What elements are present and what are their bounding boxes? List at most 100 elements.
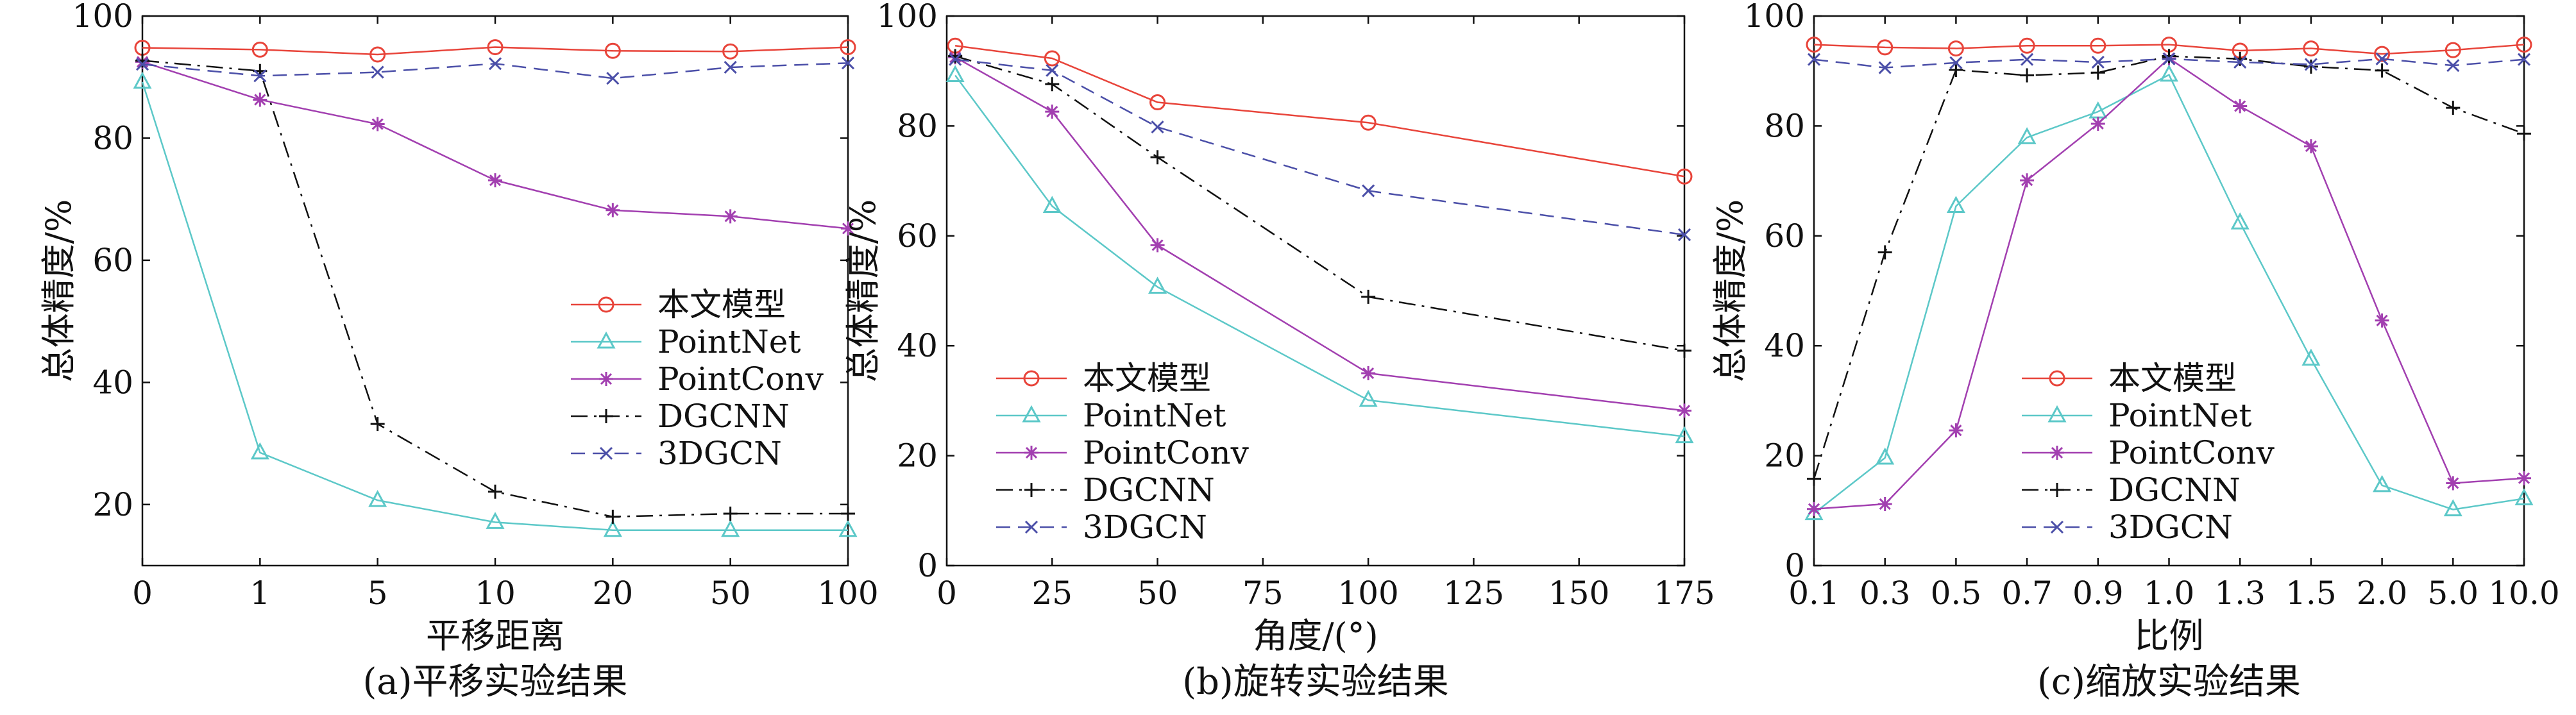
y-tick-label: 100: [877, 0, 938, 35]
data-point: [841, 507, 855, 521]
data-point: [1807, 53, 1821, 66]
data-point: [1676, 168, 1693, 185]
series-line: [954, 45, 1685, 178]
data-point: [1949, 56, 1963, 69]
data-point: [949, 53, 962, 66]
data-point: [1877, 39, 1894, 56]
series-1: [1806, 37, 2532, 62]
data-point: [2375, 52, 2389, 65]
legend-entry: 本文模型: [657, 286, 786, 323]
x-tick-label: 0.1: [1788, 575, 1840, 612]
series-5: [949, 53, 1691, 242]
legend-entry: PointConv: [2108, 434, 2275, 471]
data-point: [2516, 37, 2532, 53]
x-tick-label: 25: [1031, 575, 1072, 612]
series-5: [135, 56, 855, 85]
x-tick-label: 10: [475, 575, 516, 612]
x-tick-label: 150: [1548, 575, 1609, 612]
data-point: [2233, 55, 2247, 69]
data-point: [2162, 49, 2176, 63]
data-point: [604, 42, 621, 59]
data-point: [2446, 476, 2461, 491]
series-5: [1807, 52, 2531, 74]
data-point: [2514, 488, 2534, 505]
data-point: [2304, 58, 2318, 71]
data-point: [488, 57, 502, 71]
data-point: [2517, 126, 2531, 141]
data-point: [1677, 343, 1691, 358]
legend-swatch-marker: [1022, 405, 1041, 423]
data-point: [250, 442, 269, 460]
y-tick-label: 80: [92, 119, 133, 156]
y-axis-label: 总体精度/%: [843, 199, 883, 383]
data-point: [724, 60, 737, 74]
y-tick-label: 100: [72, 0, 133, 35]
data-point: [486, 512, 505, 529]
legend-swatch-marker: [2050, 483, 2064, 497]
legend-entry: 3DGCN: [1083, 509, 1207, 546]
chart-panel-3: 0 20 40 60 80 100 0.1 0.3 0.5 0.7 0.9 1.0 1.3 1.5 2.0 5…: [1710, 0, 2560, 703]
data-point: [2373, 475, 2392, 492]
data-point: [1362, 184, 1375, 198]
data-point: [2446, 101, 2461, 115]
data-point: [2090, 65, 2105, 80]
series-line: [1813, 73, 2525, 514]
data-point: [2446, 59, 2460, 72]
data-point: [1947, 40, 1964, 57]
series-2: [1804, 64, 2534, 521]
data-point: [1878, 61, 1892, 74]
data-point: [2303, 40, 2319, 57]
legend-entry: DGCNN: [2108, 471, 2241, 509]
legend-swatch-marker: [1024, 520, 1038, 534]
legend-swatch-marker: [599, 409, 613, 423]
data-point: [1877, 245, 1892, 260]
legend-swatch-marker: [2050, 446, 2064, 460]
legend-swatch-marker: [1023, 370, 1040, 387]
series-4: [948, 49, 1691, 358]
data-point: [370, 117, 385, 131]
data-point: [2090, 37, 2106, 54]
data-point: [2445, 42, 2461, 58]
y-tick-label: 80: [1764, 107, 1805, 144]
data-point: [606, 509, 620, 524]
y-tick-label: 80: [897, 107, 938, 144]
data-point: [1876, 447, 1895, 465]
data-point: [1877, 497, 1892, 512]
x-tick-label: 0.7: [2001, 575, 2053, 612]
data-point: [488, 484, 502, 499]
x-tick-label: 100: [1337, 575, 1398, 612]
data-point: [135, 58, 149, 71]
data-point: [1949, 423, 1963, 438]
data-point: [2017, 127, 2037, 144]
series-line: [955, 58, 1685, 236]
data-point: [2303, 139, 2318, 154]
data-point: [133, 71, 152, 89]
data-point: [1675, 426, 1694, 444]
data-point: [2020, 173, 2035, 188]
series-1: [134, 39, 856, 63]
y-tick-label: 0: [917, 547, 938, 584]
legend-swatch-marker: [2049, 370, 2065, 387]
data-point: [368, 489, 387, 507]
x-tick-label: 50: [710, 575, 751, 612]
x-tick-label: 0.3: [1860, 575, 1911, 612]
data-point: [606, 203, 620, 217]
series-4: [1807, 49, 2531, 486]
data-point: [2301, 348, 2321, 366]
y-tick-label: 40: [1764, 327, 1805, 364]
y-tick-label: 60: [897, 217, 938, 255]
data-point: [2159, 64, 2179, 82]
x-tick-label: 1.3: [2214, 575, 2266, 612]
x-tick-label: 75: [1242, 575, 1284, 612]
data-point: [1359, 389, 1378, 407]
legend-swatch-marker: [2047, 405, 2067, 423]
data-point: [841, 56, 855, 70]
x-tick-label: 0.5: [1931, 575, 1982, 612]
data-point: [369, 46, 386, 63]
y-tick-label: 40: [897, 327, 938, 364]
legend-swatch-marker: [598, 296, 614, 313]
x-tick-label: 5.0: [2428, 575, 2479, 612]
